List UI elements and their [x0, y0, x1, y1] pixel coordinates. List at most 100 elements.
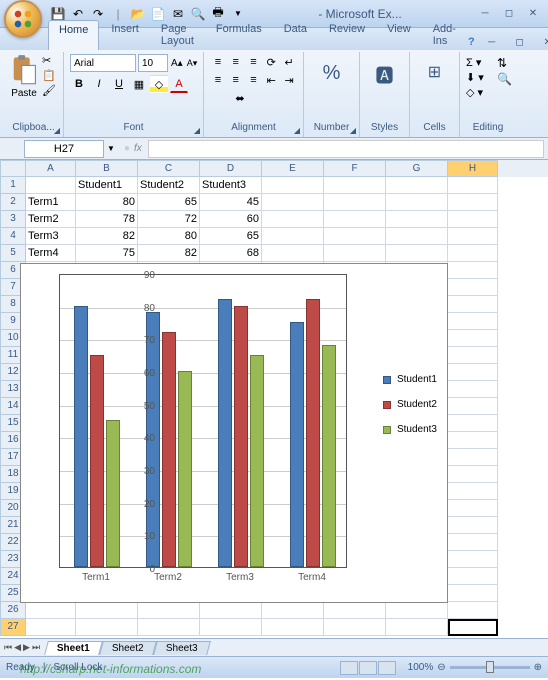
cell-E2[interactable] [262, 194, 324, 211]
merge-center-icon[interactable]: ⬌ [210, 90, 270, 106]
ribbon-tab-home[interactable]: Home [48, 20, 99, 50]
row-header-5[interactable]: 5 [0, 245, 26, 262]
office-button[interactable] [4, 0, 42, 38]
cell-A26[interactable] [26, 602, 76, 619]
align-top-icon[interactable]: ≡ [210, 54, 226, 70]
clipboard-launcher-icon[interactable]: ◢ [54, 126, 60, 135]
cell-H7[interactable] [448, 279, 498, 296]
sheet-tab-sheet3[interactable]: Sheet3 [153, 641, 210, 655]
underline-button[interactable]: U [110, 75, 128, 93]
row-header-2[interactable]: 2 [0, 194, 26, 211]
cell-H16[interactable] [448, 432, 498, 449]
decrease-indent-icon[interactable]: ⇤ [263, 72, 279, 88]
cell-H10[interactable] [448, 330, 498, 347]
ribbon-tab-data[interactable]: Data [274, 20, 317, 50]
sheet-nav-last-icon[interactable]: ⏭ [32, 642, 40, 653]
column-header-A[interactable]: A [26, 160, 76, 177]
sort-filter-icon[interactable]: ⇅ [497, 56, 512, 70]
cell-A3[interactable]: Term2 [26, 211, 76, 228]
cell-F26[interactable] [324, 602, 386, 619]
copy-icon[interactable]: 📋 [42, 69, 56, 82]
ribbon-tab-page-layout[interactable]: Page Layout [151, 20, 204, 50]
cell-E26[interactable] [262, 602, 324, 619]
cell-C4[interactable]: 80 [138, 228, 200, 245]
find-select-icon[interactable]: 🔍 [497, 72, 512, 86]
ribbon-tab-view[interactable]: View [377, 20, 421, 50]
column-header-H[interactable]: H [448, 160, 498, 177]
cell-H26[interactable] [448, 602, 498, 619]
cell-E27[interactable] [262, 619, 324, 636]
cell-G3[interactable] [386, 211, 448, 228]
cell-B27[interactable] [76, 619, 138, 636]
cell-H8[interactable] [448, 296, 498, 313]
grow-font-icon[interactable]: A▴ [170, 54, 184, 72]
page-layout-view-button[interactable] [359, 661, 377, 675]
clear-icon[interactable]: ◇ ▾ [466, 86, 510, 99]
wrap-text-icon[interactable]: ↵ [281, 54, 297, 70]
font-name-select[interactable] [70, 54, 136, 72]
align-left-icon[interactable]: ≡ [210, 72, 226, 88]
doc-minimize-button[interactable]: ─ [481, 34, 503, 50]
cell-B3[interactable]: 78 [76, 211, 138, 228]
cell-H1[interactable] [448, 177, 498, 194]
cell-B1[interactable]: Student1 [76, 177, 138, 194]
formula-input[interactable] [148, 140, 544, 158]
cells-icon[interactable]: ⊞ [416, 54, 453, 82]
increase-indent-icon[interactable]: ⇥ [281, 72, 297, 88]
sheet-tab-sheet1[interactable]: Sheet1 [44, 641, 103, 655]
align-bottom-icon[interactable]: ≡ [246, 54, 262, 70]
cell-G2[interactable] [386, 194, 448, 211]
column-header-C[interactable]: C [138, 160, 200, 177]
row-header-4[interactable]: 4 [0, 228, 26, 245]
cell-H5[interactable] [448, 245, 498, 262]
cancel-formula-icon[interactable]: ● [124, 143, 130, 154]
cell-A5[interactable]: Term4 [26, 245, 76, 262]
select-all-corner[interactable] [0, 160, 26, 177]
alignment-launcher-icon[interactable]: ◢ [294, 126, 300, 135]
cell-H4[interactable] [448, 228, 498, 245]
border-button[interactable]: ▦ [130, 75, 148, 93]
name-box[interactable] [24, 140, 104, 158]
align-middle-icon[interactable]: ≡ [228, 54, 244, 70]
help-icon[interactable]: ? [468, 36, 475, 48]
cell-G1[interactable] [386, 177, 448, 194]
row-header-1[interactable]: 1 [0, 177, 26, 194]
fill-color-button[interactable]: ◇ [150, 75, 168, 93]
column-header-E[interactable]: E [262, 160, 324, 177]
embedded-chart[interactable]: Student1Student2Student3 010203040506070… [20, 263, 448, 603]
column-header-B[interactable]: B [76, 160, 138, 177]
cell-E5[interactable] [262, 245, 324, 262]
cell-C27[interactable] [138, 619, 200, 636]
namebox-dropdown-icon[interactable]: ▼ [104, 144, 118, 153]
cell-D5[interactable]: 68 [200, 245, 262, 262]
cell-F27[interactable] [324, 619, 386, 636]
cell-C1[interactable]: Student2 [138, 177, 200, 194]
cell-H13[interactable] [448, 381, 498, 398]
paste-button[interactable]: Paste [10, 54, 38, 99]
close-button[interactable]: ✕ [522, 6, 544, 22]
cell-B26[interactable] [76, 602, 138, 619]
cell-H15[interactable] [448, 415, 498, 432]
column-header-F[interactable]: F [324, 160, 386, 177]
doc-maximize-button[interactable]: ◻ [509, 34, 531, 50]
row-header-27[interactable]: 27 [0, 619, 26, 636]
font-size-select[interactable] [138, 54, 168, 72]
orientation-icon[interactable]: ⟳ [263, 54, 279, 70]
align-center-icon[interactable]: ≡ [228, 72, 244, 88]
font-launcher-icon[interactable]: ◢ [194, 126, 200, 135]
format-painter-icon[interactable]: 🖌 [42, 84, 56, 97]
cell-H6[interactable] [448, 262, 498, 279]
italic-button[interactable]: I [90, 75, 108, 93]
cell-H22[interactable] [448, 534, 498, 551]
cell-D3[interactable]: 60 [200, 211, 262, 228]
cell-H21[interactable] [448, 517, 498, 534]
cell-H3[interactable] [448, 211, 498, 228]
cell-D4[interactable]: 65 [200, 228, 262, 245]
cell-H11[interactable] [448, 347, 498, 364]
number-launcher-icon[interactable]: ◢ [350, 126, 356, 135]
fx-icon[interactable]: fx [134, 143, 142, 154]
zoom-in-button[interactable]: ⊕ [534, 662, 542, 673]
cell-F4[interactable] [324, 228, 386, 245]
sheet-nav-next-icon[interactable]: ▶ [23, 642, 30, 653]
align-right-icon[interactable]: ≡ [246, 72, 262, 88]
